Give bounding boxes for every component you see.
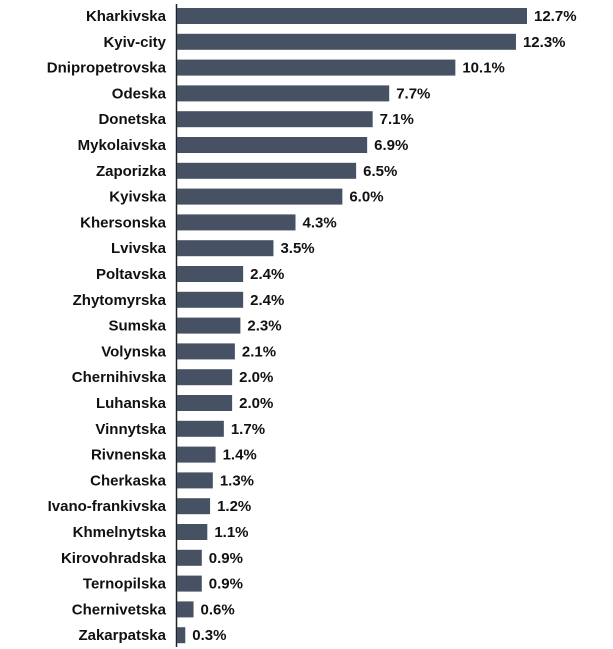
value-label: 1.1% (214, 524, 248, 541)
category-label: Dnipropetrovska (47, 60, 167, 77)
bar (177, 524, 208, 540)
value-label: 4.3% (303, 214, 337, 231)
bar (177, 240, 274, 257)
category-label: Sumska (108, 318, 166, 335)
value-label: 6.0% (349, 189, 383, 206)
bar (177, 59, 456, 76)
category-label: Zakarpatska (78, 627, 166, 644)
category-label: Lvivska (111, 240, 167, 257)
value-label: 0.3% (192, 627, 226, 644)
value-label: 1.4% (223, 447, 257, 464)
category-label: Volynska (101, 343, 166, 360)
category-label: Chernihivska (72, 369, 167, 386)
category-label: Mykolaivska (78, 137, 167, 154)
category-label: Zaporizka (96, 163, 167, 180)
value-label: 2.4% (250, 266, 284, 283)
bar (177, 369, 233, 386)
value-label: 2.0% (239, 369, 273, 386)
value-label: 7.7% (396, 85, 430, 102)
bar (177, 498, 211, 515)
bar (177, 85, 390, 102)
bar (177, 420, 224, 437)
category-label: Rivnenska (91, 447, 167, 464)
category-label: Kirovohradska (61, 550, 167, 567)
bar (177, 266, 244, 282)
category-label: Kyivska (109, 189, 166, 206)
bar (177, 601, 194, 618)
bar (177, 472, 213, 489)
bar (177, 33, 516, 50)
value-label: 1.7% (231, 421, 265, 438)
value-label: 6.9% (374, 137, 408, 154)
category-label: Ternopilska (83, 576, 167, 593)
value-label: 6.5% (363, 163, 397, 180)
value-label: 2.0% (239, 395, 273, 412)
bar (177, 549, 202, 566)
bar (177, 343, 235, 360)
category-label: Ivano-frankivska (48, 498, 167, 515)
value-label: 2.4% (250, 292, 284, 309)
category-label: Chernivetska (72, 601, 167, 618)
category-label: Kharkivska (86, 8, 167, 25)
value-label: 10.1% (462, 60, 505, 77)
value-label: 1.3% (220, 472, 254, 489)
value-label: 12.3% (523, 34, 566, 51)
bar (177, 575, 202, 592)
bar (177, 627, 186, 644)
value-label: 0.6% (201, 601, 235, 618)
bar (177, 317, 241, 334)
category-label: Vinnytska (95, 421, 166, 438)
value-label: 1.2% (217, 498, 251, 515)
value-label: 0.9% (209, 576, 243, 593)
bar (177, 111, 373, 128)
bar (177, 395, 233, 411)
bar (177, 214, 296, 231)
category-label: Kyiv-city (103, 34, 166, 51)
category-label: Luhanska (96, 395, 167, 412)
category-label: Zhytomyrska (73, 292, 167, 309)
category-label: Odeska (112, 85, 167, 102)
value-label: 0.9% (209, 550, 243, 567)
bar (177, 188, 343, 205)
value-label: 2.1% (242, 343, 276, 360)
category-label: Khmelnytska (73, 524, 167, 541)
category-label: Donetska (98, 111, 166, 128)
category-label: Poltavska (96, 266, 167, 283)
category-label: Khersonska (80, 214, 167, 231)
value-label: 3.5% (280, 240, 314, 257)
bar (177, 162, 357, 179)
bar (177, 446, 216, 463)
value-label: 2.3% (247, 318, 281, 335)
value-label: 12.7% (534, 8, 577, 25)
value-label: 7.1% (380, 111, 414, 128)
bar (177, 137, 368, 153)
category-label: Cherkaska (90, 472, 167, 489)
bar (177, 8, 527, 24)
bar (177, 291, 244, 308)
